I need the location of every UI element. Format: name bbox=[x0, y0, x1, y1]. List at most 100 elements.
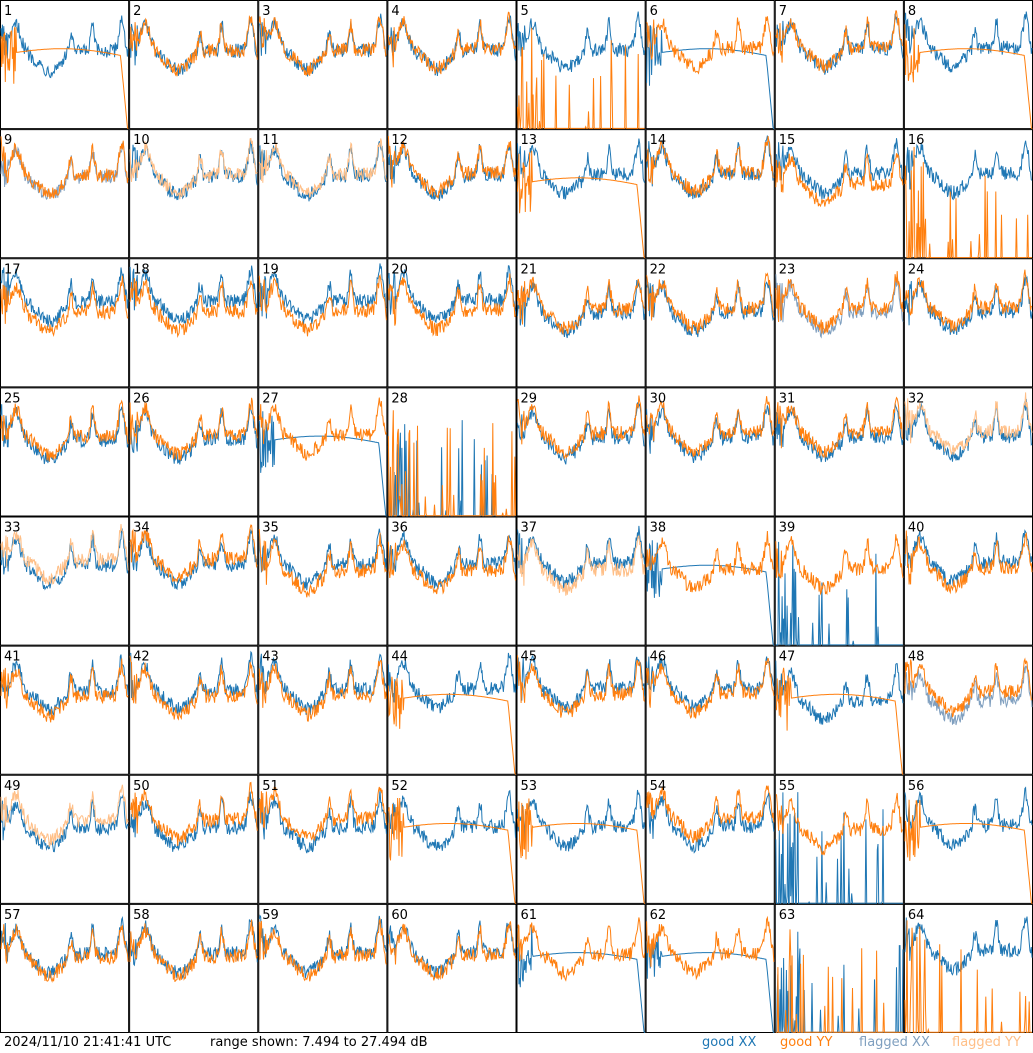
panel-frame bbox=[903, 387, 1033, 517]
panel-label: 50 bbox=[133, 779, 150, 794]
panel-label: 18 bbox=[133, 262, 150, 277]
panel-27: 27 bbox=[258, 387, 388, 517]
panel-25: 25 bbox=[0, 387, 130, 517]
trace-yy-panel-2 bbox=[129, 15, 258, 77]
panel-label: 23 bbox=[779, 262, 796, 277]
trace-xx-panel-31 bbox=[775, 403, 904, 463]
legend-good-yy: good YY bbox=[780, 1035, 833, 1050]
panel-frame bbox=[903, 774, 1033, 904]
trace-xx-panel-39 bbox=[775, 541, 903, 646]
trace-yy-panel-16 bbox=[904, 146, 1032, 259]
panel-label: 55 bbox=[779, 779, 796, 794]
trace-xx-panel-32 bbox=[904, 398, 1033, 462]
trace-yy-panel-61 bbox=[517, 917, 646, 982]
trace-yy-panel-24 bbox=[904, 269, 1033, 333]
trace-yy-panel-43 bbox=[258, 659, 387, 722]
panel-frame bbox=[903, 0, 1033, 130]
panel-61: 61 bbox=[516, 903, 646, 1033]
trace-xx-panel-41 bbox=[0, 654, 129, 716]
panel-45: 45 bbox=[516, 645, 646, 775]
panel-label: 33 bbox=[4, 521, 21, 536]
panel-23: 23 bbox=[774, 258, 904, 388]
trace-yy-panel-7 bbox=[775, 10, 904, 74]
panel-label: 49 bbox=[4, 779, 21, 794]
trace-yy-panel-17 bbox=[0, 275, 129, 338]
panel-frame bbox=[516, 0, 646, 130]
trace-xx-panel-51 bbox=[258, 788, 387, 854]
panel-frame bbox=[387, 774, 517, 904]
panel-label: 17 bbox=[4, 262, 21, 277]
trace-xx-panel-64 bbox=[904, 916, 1033, 976]
panel-label: 7 bbox=[779, 4, 787, 19]
panel-57: 57 bbox=[0, 903, 130, 1033]
panel-frame bbox=[774, 645, 904, 775]
trace-yy-panel-23 bbox=[775, 271, 904, 334]
panel-38: 38 bbox=[645, 516, 775, 646]
panel-frame bbox=[645, 645, 775, 775]
panel-3: 3 bbox=[258, 0, 388, 130]
panel-37: 37 bbox=[516, 516, 646, 646]
panel-label: 25 bbox=[4, 391, 21, 406]
panel-label: 40 bbox=[908, 521, 925, 536]
trace-xx-panel-18 bbox=[129, 265, 258, 326]
panel-label: 29 bbox=[521, 391, 538, 406]
panel-frame bbox=[903, 903, 1033, 1033]
trace-xx-panel-48 bbox=[904, 665, 1033, 726]
trace-xx-panel-16 bbox=[904, 140, 1033, 201]
panel-label: 59 bbox=[262, 908, 279, 923]
trace-yy-panel-54 bbox=[646, 785, 775, 844]
legend-good-xx: good XX bbox=[702, 1035, 757, 1050]
panel-frame bbox=[645, 903, 775, 1033]
panel-31: 31 bbox=[774, 387, 904, 517]
panel-frame bbox=[258, 0, 388, 130]
trace-yy-panel-35 bbox=[258, 528, 387, 598]
trace-yy-panel-46 bbox=[646, 657, 775, 719]
panel-44: 44 bbox=[387, 645, 517, 775]
panel-frame bbox=[129, 387, 259, 517]
panel-21: 21 bbox=[516, 258, 646, 388]
panel-6: 6 bbox=[645, 0, 775, 130]
panel-frame bbox=[903, 258, 1033, 388]
panel-label: 63 bbox=[779, 908, 796, 923]
panel-22: 22 bbox=[645, 258, 775, 388]
panel-55: 55 bbox=[774, 774, 904, 904]
panel-35: 35 bbox=[258, 516, 388, 646]
panel-label: 44 bbox=[391, 650, 408, 665]
trace-yy-panel-20 bbox=[387, 273, 516, 337]
panel-label: 12 bbox=[391, 133, 408, 148]
panel-60: 60 bbox=[387, 903, 517, 1033]
panel-frame bbox=[387, 0, 517, 130]
trace-yy-panel-11 bbox=[258, 138, 387, 198]
panel-label: 32 bbox=[908, 391, 925, 406]
trace-yy-panel-31 bbox=[775, 396, 904, 458]
trace-yy-panel-27 bbox=[258, 397, 387, 461]
panel-frame bbox=[516, 129, 646, 259]
trace-xx-panel-13 bbox=[517, 138, 646, 200]
panel-label: 60 bbox=[391, 908, 408, 923]
panel-label: 41 bbox=[4, 650, 21, 665]
trace-xx-panel-17 bbox=[0, 267, 129, 329]
trace-yy-panel-14 bbox=[646, 136, 775, 198]
panel-label: 61 bbox=[521, 908, 538, 923]
trace-yy-panel-47 bbox=[775, 667, 904, 775]
trace-yy-panel-45 bbox=[517, 655, 646, 718]
panel-frame bbox=[645, 387, 775, 517]
panel-36: 36 bbox=[387, 516, 517, 646]
panel-51: 51 bbox=[258, 774, 388, 904]
panel-frame bbox=[129, 645, 259, 775]
trace-xx-panel-15 bbox=[775, 138, 904, 200]
trace-xx-panel-24 bbox=[904, 274, 1033, 335]
panel-frame bbox=[0, 903, 130, 1033]
panel-frame bbox=[258, 903, 388, 1033]
panel-frame bbox=[258, 258, 388, 388]
trace-xx-panel-21 bbox=[517, 279, 646, 339]
panel-frame bbox=[387, 129, 517, 259]
panel-label: 4 bbox=[391, 4, 399, 19]
trace-yy-panel-36 bbox=[387, 535, 516, 595]
panel-15: 15 bbox=[774, 129, 904, 259]
trace-yy-panel-26 bbox=[129, 397, 258, 461]
trace-xx-panel-43 bbox=[258, 653, 387, 716]
panel-label: 2 bbox=[133, 4, 141, 19]
trace-xx-panel-55 bbox=[775, 792, 903, 904]
